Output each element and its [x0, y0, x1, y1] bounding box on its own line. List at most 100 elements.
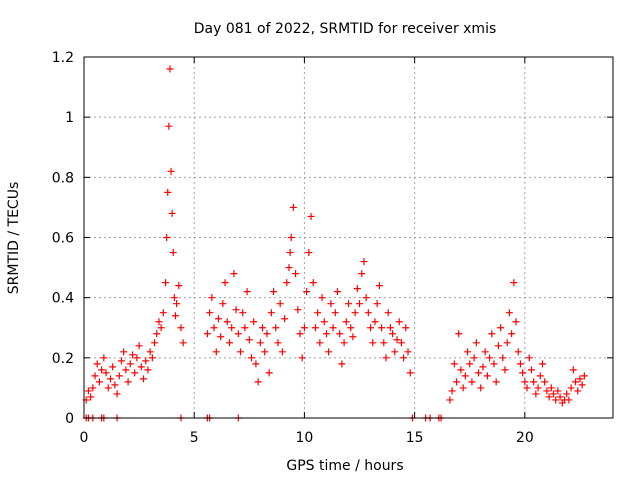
- data-point: [256, 339, 264, 347]
- data-point: [151, 339, 159, 347]
- data-point: [391, 348, 399, 356]
- data-point: [367, 324, 375, 332]
- data-point: [303, 288, 311, 296]
- data-point: [494, 342, 502, 350]
- data-point: [336, 330, 344, 338]
- data-point: [468, 378, 476, 386]
- data-point: [170, 294, 178, 302]
- data-point: [120, 348, 128, 356]
- data-point: [356, 300, 364, 308]
- x-tick-label: 15: [406, 430, 424, 446]
- data-point: [175, 282, 183, 290]
- data-point: [459, 384, 467, 392]
- data-point: [173, 300, 181, 308]
- data-point: [254, 378, 262, 386]
- data-point: [177, 324, 185, 332]
- data-point: [481, 348, 489, 356]
- data-point: [446, 396, 454, 404]
- data-point: [523, 384, 531, 392]
- data-point: [142, 357, 150, 365]
- data-point: [400, 354, 408, 362]
- data-point: [124, 378, 132, 386]
- data-point: [369, 339, 377, 347]
- data-point: [305, 249, 313, 257]
- data-point: [347, 324, 355, 332]
- data-point: [475, 369, 483, 377]
- data-point: [382, 354, 390, 362]
- y-tick-label: 1.2: [52, 50, 74, 66]
- data-point: [483, 372, 491, 380]
- data-point: [241, 324, 249, 332]
- grid-layer: [84, 57, 613, 418]
- data-point: [228, 324, 236, 332]
- data-point: [217, 333, 225, 341]
- data-point: [351, 309, 359, 317]
- data-point: [580, 372, 588, 380]
- data-point: [349, 333, 357, 341]
- data-point: [281, 315, 289, 323]
- data-point: [102, 369, 110, 377]
- data-point: [104, 384, 112, 392]
- data-point: [466, 360, 474, 368]
- data-point: [283, 279, 291, 287]
- data-point: [259, 324, 267, 332]
- data-point: [210, 324, 218, 332]
- data-point: [287, 234, 295, 241]
- data-point: [159, 309, 167, 317]
- data-point: [364, 309, 372, 317]
- data-point: [353, 285, 361, 293]
- data-point: [245, 336, 253, 344]
- x-tick-label: 10: [296, 430, 314, 446]
- data-point: [549, 390, 557, 398]
- data-point: [320, 318, 328, 326]
- data-point: [360, 258, 368, 266]
- data-point: [397, 339, 405, 347]
- data-point: [358, 270, 366, 278]
- data-point: [470, 354, 478, 362]
- data-point: [146, 348, 154, 356]
- data-point: [362, 294, 370, 302]
- data-point: [109, 363, 117, 371]
- data-point: [499, 354, 507, 362]
- data-point: [236, 348, 244, 356]
- data-point: [232, 306, 240, 314]
- data-point: [406, 369, 414, 377]
- data-point: [318, 294, 326, 302]
- y-axis-label: SRMTID / TECUs: [6, 182, 22, 295]
- data-point: [543, 387, 551, 395]
- data-point: [477, 384, 485, 392]
- data-point: [492, 378, 500, 386]
- data-point: [331, 309, 339, 317]
- data-point: [206, 309, 214, 317]
- data-point: [404, 348, 412, 356]
- data-point: [402, 324, 410, 332]
- data-point: [91, 372, 99, 380]
- data-point: [530, 378, 538, 386]
- data-point: [214, 315, 222, 323]
- data-point: [234, 330, 242, 338]
- data-point: [95, 378, 103, 386]
- data-point: [309, 279, 317, 287]
- data-point: [516, 360, 524, 368]
- data-point: [541, 378, 549, 386]
- data-point: [298, 354, 306, 362]
- data-point: [165, 122, 173, 130]
- data-point: [386, 324, 394, 332]
- data-point: [155, 318, 163, 326]
- data-point: [552, 396, 560, 404]
- data-point: [261, 348, 269, 356]
- data-point: [322, 330, 330, 338]
- data-point: [292, 270, 300, 278]
- data-point: [106, 375, 114, 383]
- data-point: [371, 318, 379, 326]
- data-point: [289, 203, 297, 211]
- chart-title: Day 081 of 2022, SRMTID for receiver xmi…: [194, 21, 497, 37]
- data-point: [265, 369, 273, 377]
- data-point: [203, 330, 211, 338]
- data-point: [153, 330, 161, 338]
- data-point: [239, 309, 247, 317]
- data-point: [384, 309, 392, 317]
- data-point: [286, 249, 294, 257]
- data-point: [378, 324, 386, 332]
